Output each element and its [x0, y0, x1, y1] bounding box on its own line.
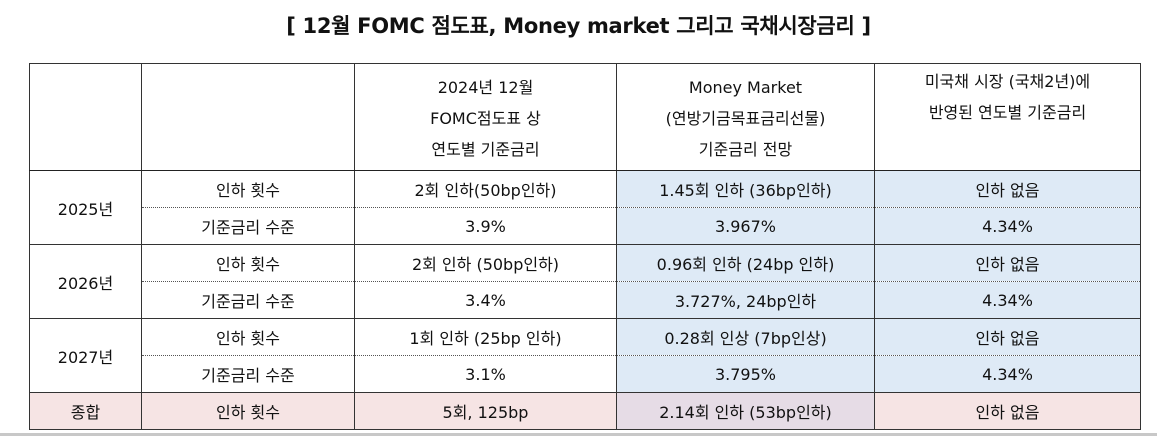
money-market-rate: 3.967%	[616, 207, 875, 245]
dot-plot-rate: 3.4%	[354, 281, 617, 319]
dot-plot-cuts: 2회 인하(50bp인하)	[354, 170, 617, 208]
header-money-market-line: Money Market	[688, 77, 803, 97]
treasury-rate: 4.34%	[874, 281, 1141, 319]
header-treasury-line: 반영된 연도별 기준금리	[928, 103, 1087, 122]
metric-label: 기준금리 수준	[141, 355, 355, 393]
total-treasury: 인하 없음	[874, 392, 1141, 430]
metric-label: 인하 횟수	[141, 170, 355, 208]
table-header-row: 2024년 12월 FOMC점도표 상 연도별 기준금리 Money Marke…	[29, 63, 1141, 171]
table-row: 기준금리 수준 3.9% 3.967% 4.34%	[30, 207, 1141, 245]
page-title: [ 12월 FOMC 점도표, Money market 그리고 국채시장금리 …	[286, 14, 871, 38]
total-dot-plot: 5회, 125bp	[354, 392, 617, 430]
year-cell: 2025년	[29, 170, 142, 245]
bottom-divider	[0, 433, 1157, 436]
table-row: 2025년 인하 횟수 2회 인하(50bp인하) 1.45회 인하 (36bp…	[29, 170, 1141, 245]
header-dot-plot-line: 2024년 12월	[437, 77, 534, 97]
header-treasury-line: 미국채 시장 (국채2년)에	[924, 72, 1091, 91]
metric-label: 기준금리 수준	[141, 207, 355, 245]
treasury-rate: 4.34%	[874, 355, 1141, 393]
money-market-cuts: 0.96회 인하 (24bp 인하)	[616, 244, 875, 282]
money-market-cuts: 0.28회 인상 (7bp인상)	[616, 318, 875, 356]
metric-label: 기준금리 수준	[141, 281, 355, 319]
money-market-rate: 3.727%, 24bp인하	[616, 281, 875, 319]
header-year-cell	[29, 63, 142, 171]
money-market-cuts: 1.45회 인하 (36bp인하)	[616, 170, 875, 208]
table-row: 기준금리 수준 3.4% 3.727%, 24bp인하 4.34%	[30, 281, 1141, 319]
dot-plot-cuts: 2회 인하 (50bp인하)	[354, 244, 617, 282]
rate-comparison-table: 2024년 12월 FOMC점도표 상 연도별 기준금리 Money Marke…	[29, 63, 1141, 430]
header-metric-cell	[141, 63, 355, 171]
table-row: 2026년 인하 횟수 2회 인하 (50bp인하) 0.96회 인하 (24b…	[29, 244, 1141, 319]
header-dot-plot-line: 연도별 기준금리	[431, 139, 540, 159]
header-dot-plot-line: FOMC점도표 상	[430, 108, 541, 128]
total-money-market: 2.14회 인하 (53bp인하)	[616, 392, 875, 430]
header-money-market: Money Market (연방기금목표금리선물) 기준금리 전망	[616, 63, 875, 171]
table-row: 2027년 인하 횟수 1회 인하 (25bp 인하) 0.28회 인상 (7b…	[29, 318, 1141, 393]
dot-plot-rate: 3.9%	[354, 207, 617, 245]
dot-plot-rate: 3.1%	[354, 355, 617, 393]
treasury-rate: 4.34%	[874, 207, 1141, 245]
treasury-cuts: 인하 없음	[874, 318, 1141, 356]
metric-label: 인하 횟수	[141, 244, 355, 282]
treasury-cuts: 인하 없음	[874, 244, 1141, 282]
header-money-market-line: 기준금리 전망	[698, 139, 793, 159]
money-market-rate: 3.795%	[616, 355, 875, 393]
metric-label: 인하 횟수	[141, 318, 355, 356]
total-row: 종합 인하 횟수 5회, 125bp 2.14회 인하 (53bp인하) 인하 …	[29, 392, 1141, 430]
year-cell: 2026년	[29, 244, 142, 319]
total-label: 종합	[29, 392, 142, 430]
header-treasury: 미국채 시장 (국채2년)에 반영된 연도별 기준금리	[874, 63, 1141, 171]
header-money-market-line: (연방기금목표금리선물)	[665, 108, 826, 128]
dot-plot-cuts: 1회 인하 (25bp 인하)	[354, 318, 617, 356]
treasury-cuts: 인하 없음	[874, 170, 1141, 208]
year-cell: 2027년	[29, 318, 142, 393]
header-dot-plot: 2024년 12월 FOMC점도표 상 연도별 기준금리	[354, 63, 617, 171]
metric-label: 인하 횟수	[141, 392, 355, 430]
table-row: 기준금리 수준 3.1% 3.795% 4.34%	[30, 355, 1141, 393]
